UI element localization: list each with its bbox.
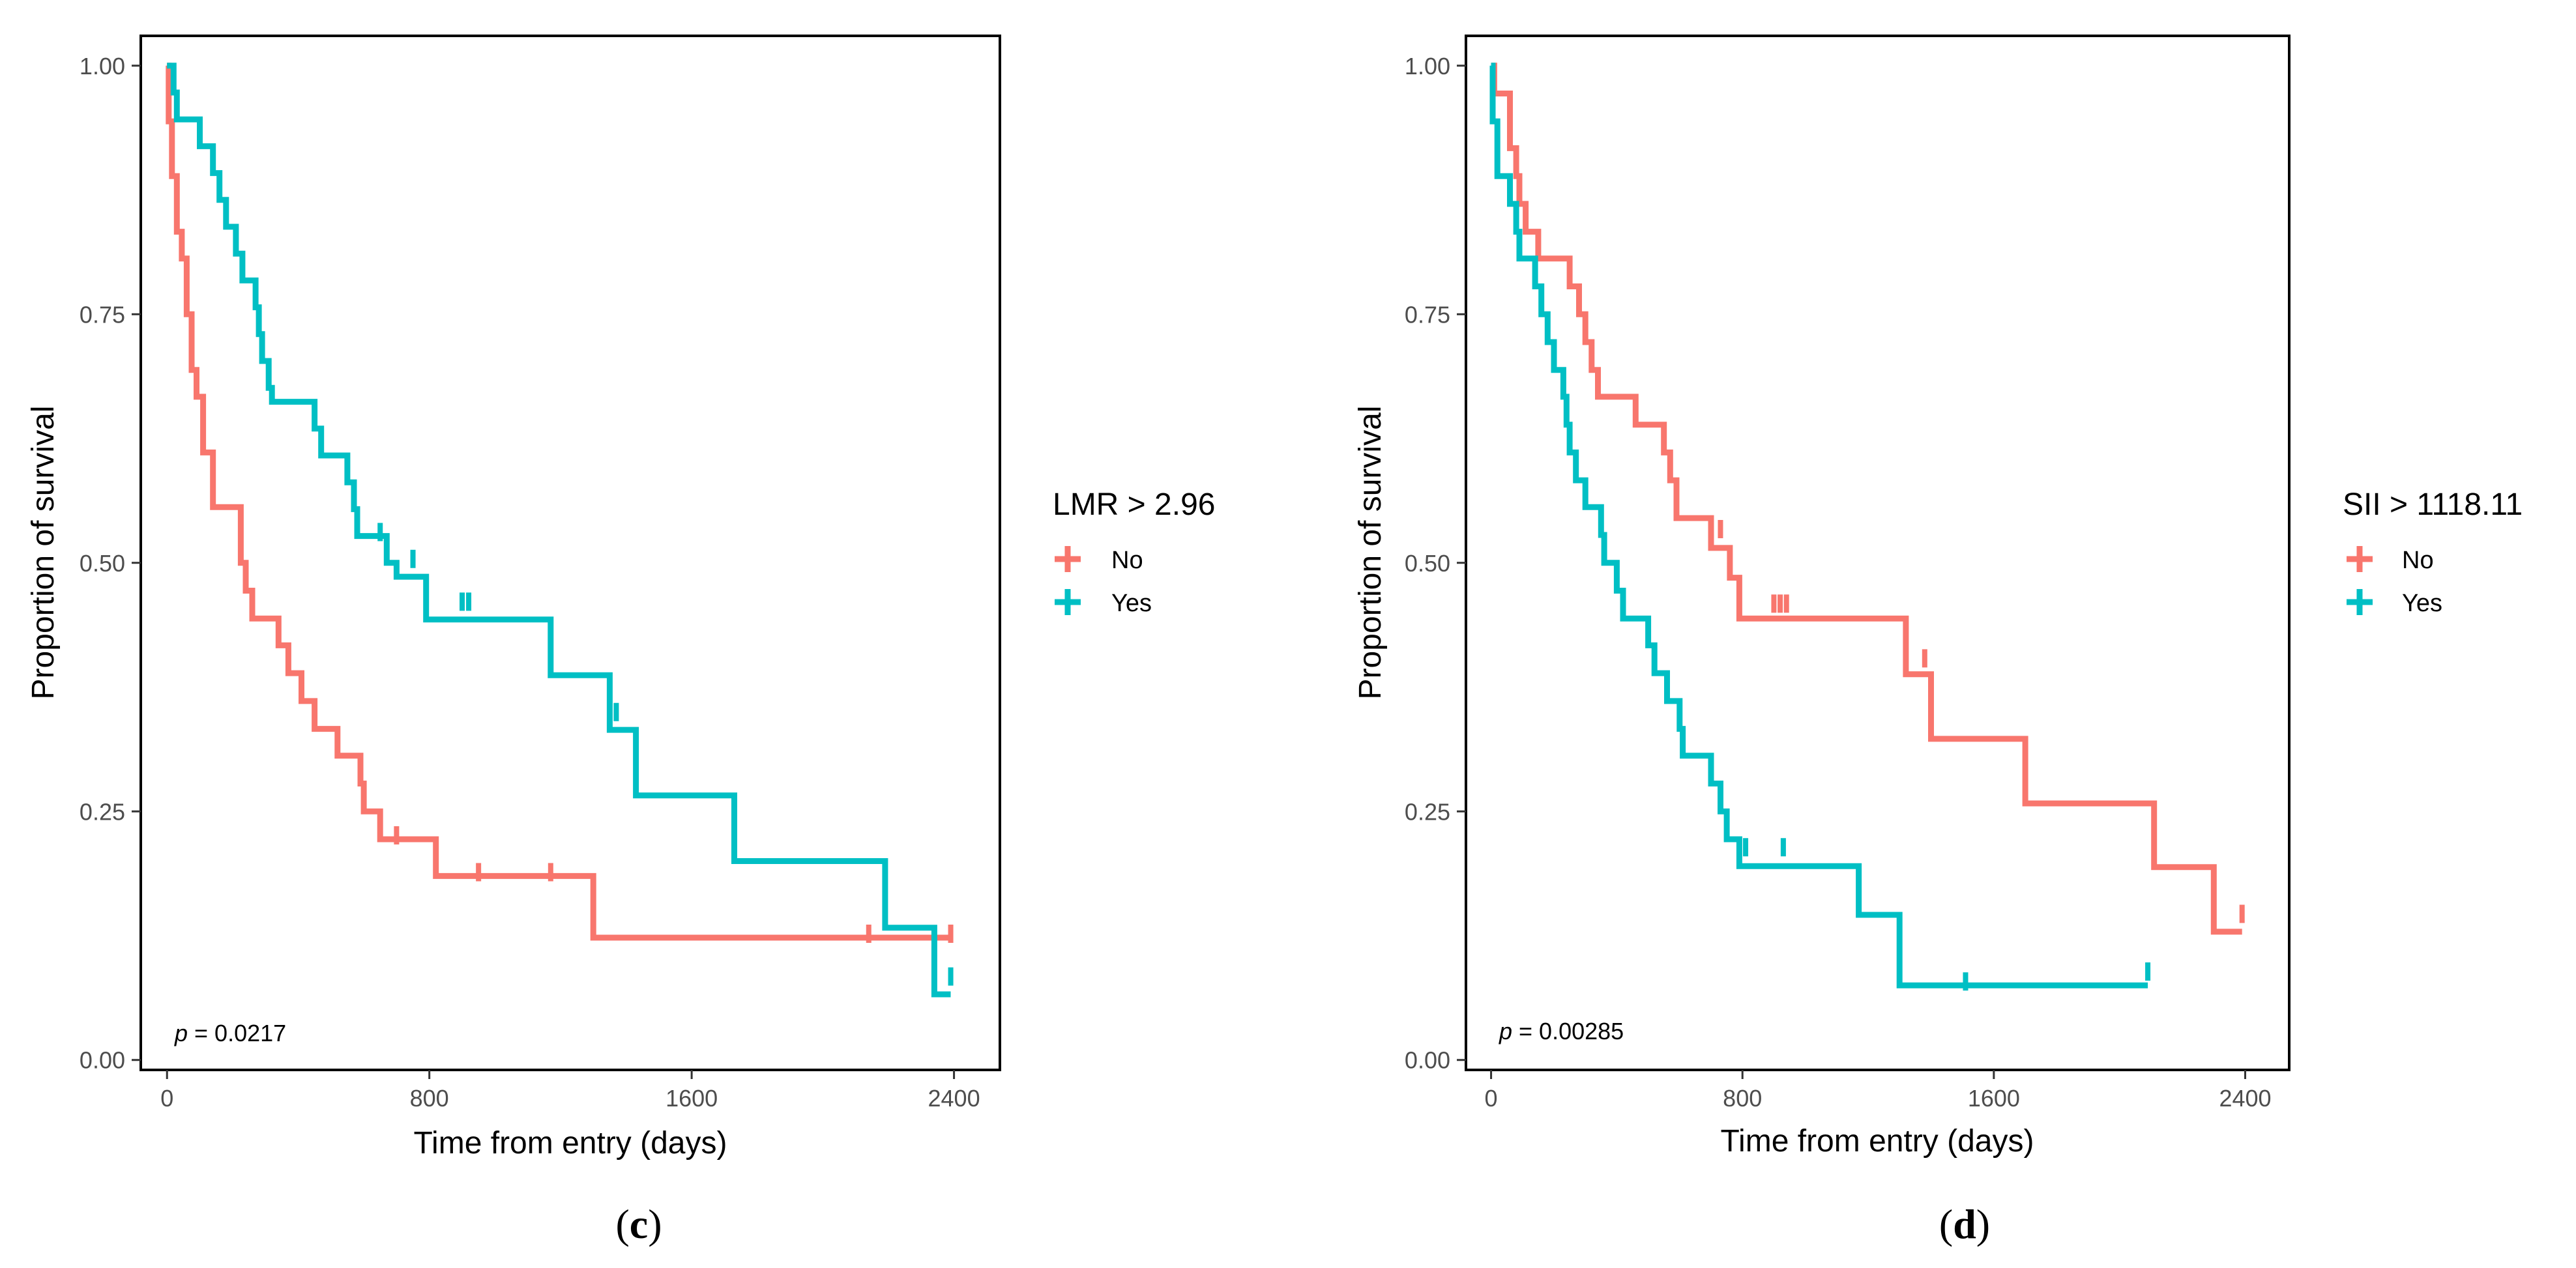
panel-label-d-close: ) (1976, 1201, 1990, 1247)
panel-label-d-letter: d (1953, 1201, 1976, 1247)
p0-x-tick-label-2: 1600 (666, 1085, 718, 1112)
p-value-d-symbol: p (1499, 1018, 1512, 1045)
legend-item-no-d: No (2347, 546, 2434, 574)
p0-y-tick-label-0: 0.00 (80, 1047, 125, 1074)
x-axis-title-d: Time from entry (days) (1721, 1124, 2034, 1159)
p1-y-tick-label-3: 0.75 (1405, 301, 1450, 328)
panel-label-d-open: ( (1939, 1201, 1953, 1247)
legend-item-yes-d: Yes (2347, 589, 2442, 617)
p1-x-tick-label-1: 800 (1723, 1085, 1762, 1112)
p-value-c-text: = 0.0217 (188, 1020, 286, 1046)
legend-label-no-d: No (2402, 547, 2434, 574)
p-value-c: p = 0.0217 (174, 1020, 286, 1046)
p1-y-tick-label-0: 0.00 (1405, 1047, 1450, 1074)
legend-label-yes-d: Yes (2402, 590, 2442, 617)
p1-survival-curve-yes (1489, 63, 2148, 988)
legend-item-yes-c: Yes (1055, 589, 1152, 617)
legend-label-yes-c: Yes (1111, 590, 1152, 617)
p1-survival-curve-no (1491, 63, 2242, 935)
panel-label-c: (c) (615, 1201, 662, 1247)
p0-survival-curve-no (166, 63, 951, 941)
legend-title-d: SII > 1118.11 (2343, 487, 2523, 522)
p0-y-tick-label-3: 0.75 (80, 301, 125, 328)
legend-title-c: LMR > 2.96 (1053, 487, 1215, 522)
panel-label-c-open: ( (615, 1201, 629, 1247)
legend-item-no-c: No (1055, 546, 1143, 574)
plot-frame-c (139, 35, 1001, 1071)
panel-c: 0 800 1600 2400 0.00 0.25 0.50 0.75 1.00 p = 0.0… (26, 35, 1215, 1247)
p1-y-tick-label-4: 1.00 (1405, 53, 1450, 79)
p1-x-tick-label-3: 2400 (2219, 1085, 2271, 1112)
panel-label-c-close: ) (648, 1201, 662, 1247)
x-axis-title-c: Time from entry (days) (414, 1126, 727, 1160)
p-value-c-symbol: p (174, 1020, 188, 1046)
p-value-d-text: = 0.00285 (1512, 1018, 1624, 1045)
p0-y-tick-label-2: 0.50 (80, 550, 125, 577)
p1-x-tick-label-2: 1600 (1968, 1085, 2020, 1112)
panel-label-d: (d) (1939, 1201, 1990, 1247)
y-axis-title-d: Proportion of survival (1353, 406, 1388, 700)
p0-x-tick-label-0: 0 (160, 1085, 173, 1112)
p0-y-tick-label-4: 1.00 (80, 53, 125, 79)
p1-x-tick-label-0: 0 (1485, 1085, 1498, 1112)
panel-d: 0 800 1600 2400 0.00 0.25 0.50 0.75 1.00 p = 0.0… (1353, 35, 2523, 1247)
legend-label-no-c: No (1111, 547, 1143, 574)
panel-label-c-letter: c (630, 1201, 648, 1247)
p0-y-tick-label-1: 0.25 (80, 798, 125, 825)
p1-y-tick-label-1: 0.25 (1405, 798, 1450, 825)
p0-survival-curve-yes (167, 63, 951, 998)
p-value-d: p = 0.00285 (1499, 1018, 1624, 1045)
p1-y-tick-label-2: 0.50 (1405, 550, 1450, 577)
y-axis-title-c: Proportion of survival (26, 406, 61, 700)
p0-x-tick-label-1: 800 (410, 1085, 449, 1112)
p0-x-tick-label-3: 2400 (928, 1085, 980, 1112)
